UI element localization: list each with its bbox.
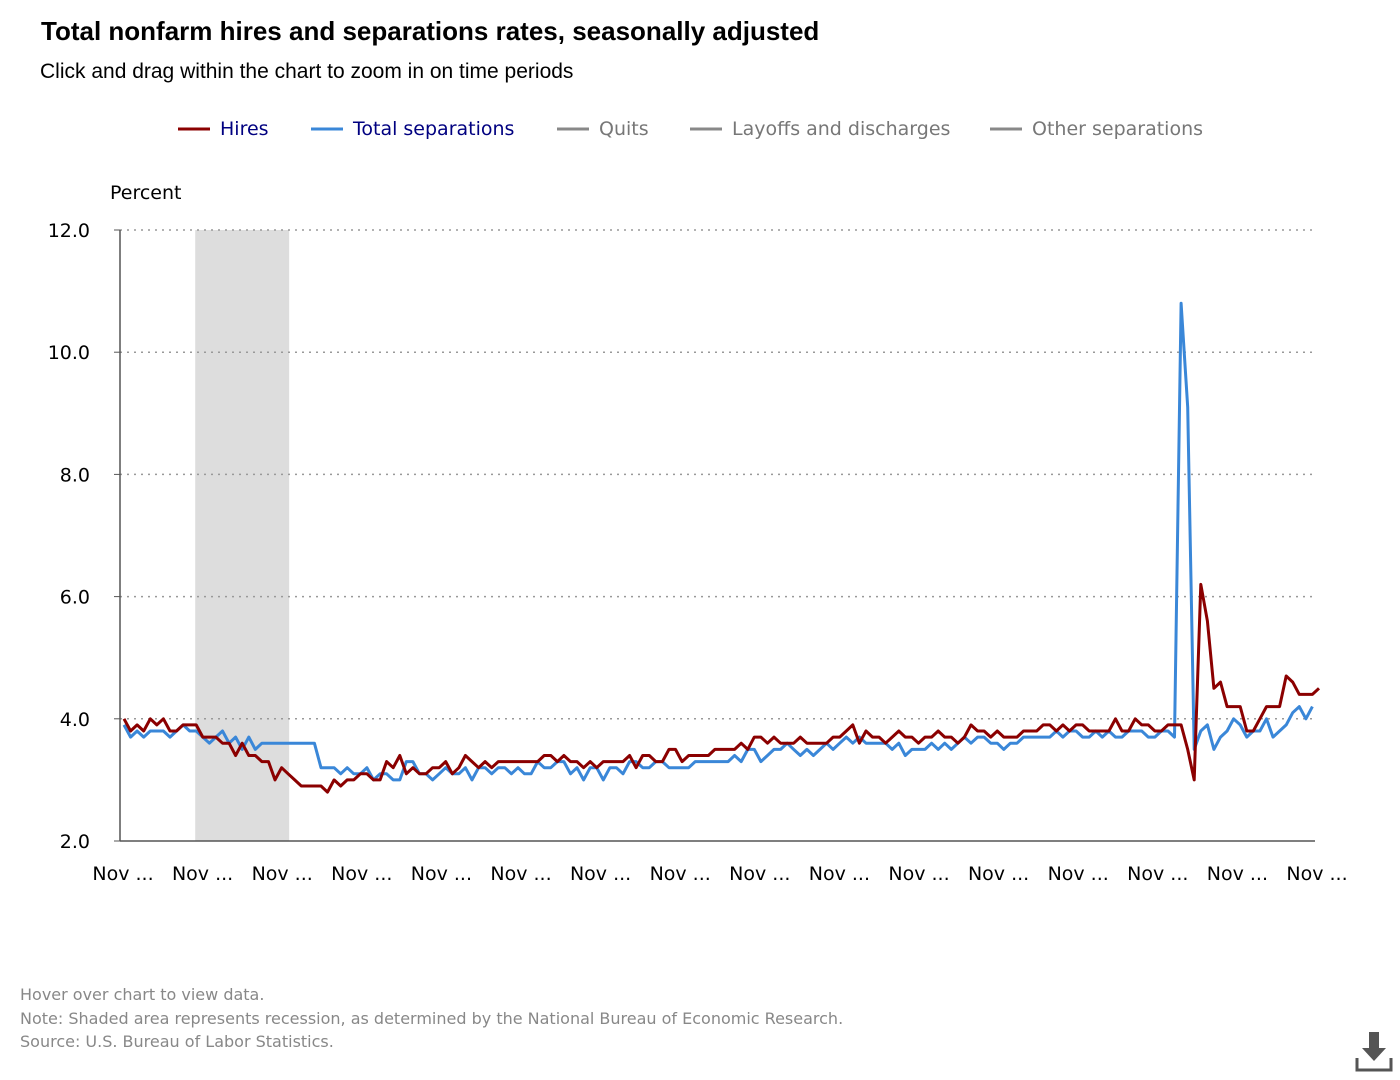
legend-label: Quits <box>599 118 649 140</box>
hover-instruction: Hover over chart to view data. <box>20 985 265 1004</box>
legend-item[interactable]: Other separations <box>990 118 1203 140</box>
chart-subtitle: Click and drag within the chart to zoom … <box>40 60 574 83</box>
y-tick-label: 8.0 <box>60 464 90 486</box>
x-tick-label: Nov ... <box>172 863 233 885</box>
y-tick-label: 10.0 <box>48 342 90 364</box>
x-tick-label: Nov ... <box>331 863 392 885</box>
x-tick-label: Nov ... <box>650 863 711 885</box>
recession-note: Note: Shaded area represents recession, … <box>20 1008 844 1028</box>
y-axis-label: Percent <box>110 182 182 204</box>
y-tick-label: 2.0 <box>60 831 90 853</box>
x-axis-ticks: Nov ... Nov ... Nov ... Nov ... Nov ... Nov .… <box>92 863 1347 885</box>
x-tick-label: Nov ... <box>1207 863 1268 885</box>
legend-label: Hires <box>220 118 269 140</box>
series-line-total-separations[interactable] <box>122 301 1314 782</box>
x-tick-label: Nov ... <box>1127 863 1188 885</box>
y-tick-label: 12.0 <box>48 220 90 242</box>
x-tick-label: Nov ... <box>1048 863 1109 885</box>
legend-item[interactable]: Hires <box>178 118 269 140</box>
legend-item[interactable]: Total separations <box>311 118 514 140</box>
series-lines[interactable] <box>122 301 1321 794</box>
legend-label: Layoffs and discharges <box>732 118 950 140</box>
chart-title: Total nonfarm hires and separations rate… <box>41 16 820 46</box>
legend-label: Total separations <box>352 118 514 140</box>
source-note: Source: U.S. Bureau of Labor Statistics. <box>20 1032 334 1051</box>
download-button[interactable] <box>1354 1030 1394 1074</box>
x-tick-label: Nov ... <box>729 863 790 885</box>
y-tick-label: 6.0 <box>60 587 90 609</box>
y-tick-label: 4.0 <box>60 709 90 731</box>
recession-band <box>195 230 290 841</box>
legend: Hires Total separations Quits Layoffs and d… <box>178 118 1203 140</box>
recession-shading <box>195 230 290 841</box>
x-tick-label: Nov ... <box>411 863 472 885</box>
legend-item[interactable]: Quits <box>557 118 649 140</box>
hires-separations-chart[interactable]: Hires Total separations Quits Layoffs and d… <box>0 100 1400 930</box>
gridlines <box>120 229 1315 720</box>
y-axis-ticks: 2.0 4.0 6.0 8.0 10.0 12.0 <box>48 220 120 853</box>
x-tick-label: Nov ... <box>1286 863 1347 885</box>
x-tick-label: Nov ... <box>92 863 153 885</box>
x-tick-label: Nov ... <box>888 863 949 885</box>
chart-notes: Hover over chart to view data. Note: Sha… <box>20 983 843 1054</box>
x-tick-label: Nov ... <box>490 863 551 885</box>
x-tick-label: Nov ... <box>570 863 631 885</box>
series-line-hires[interactable] <box>122 582 1321 794</box>
x-tick-label: Nov ... <box>968 863 1029 885</box>
x-tick-label: Nov ... <box>252 863 313 885</box>
download-icon <box>1355 1032 1393 1072</box>
legend-item[interactable]: Layoffs and discharges <box>690 118 950 140</box>
x-tick-label: Nov ... <box>809 863 870 885</box>
legend-label: Other separations <box>1032 118 1203 140</box>
axes <box>119 230 1315 842</box>
